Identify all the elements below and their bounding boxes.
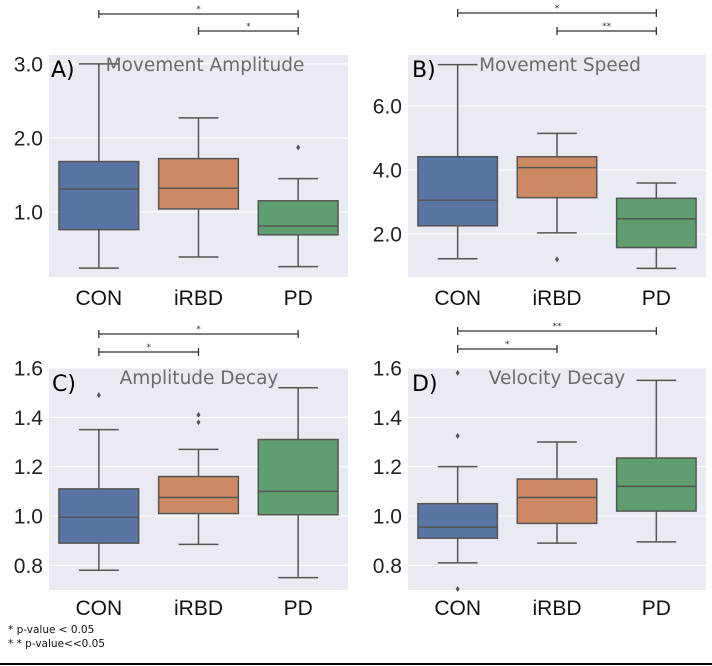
panel-c: 0.8 1.0 1.2 1.4 1.6 CON iRBD PD C) Amplitude Deca… (14, 325, 348, 620)
box-irbd (516, 441, 598, 544)
panel-title: Movement Speed (479, 55, 641, 76)
y-tick-label: 1.0 (14, 201, 43, 224)
significance-stars: ** (602, 22, 612, 32)
box-pd (257, 386, 339, 579)
y-tick-label: 1.4 (373, 407, 403, 430)
box-con (58, 392, 140, 572)
significance-stars: * (246, 22, 251, 32)
outlier-point (455, 432, 460, 439)
panel-label: C) (52, 372, 76, 397)
iqr-box (417, 502, 499, 539)
box-irbd (157, 117, 240, 258)
bottom-rule (0, 663, 712, 665)
iqr-box (58, 160, 140, 231)
outlier-point (555, 256, 559, 263)
significance-bracket: * (197, 22, 299, 35)
x-tick-label: PD (642, 287, 671, 310)
y-tick-label: 2.0 (14, 127, 43, 150)
panel-label: A) (51, 58, 75, 83)
panel-title: Amplitude Decay (120, 368, 279, 389)
outlier-point (96, 392, 101, 399)
significance-bracket: ** (556, 22, 657, 35)
significance-bracket: * (98, 343, 200, 356)
box-irbd (157, 411, 240, 546)
significance-stars: * (505, 340, 510, 350)
y-tick-label: 1.6 (14, 358, 43, 381)
box-pd (257, 144, 339, 268)
x-tick-label: PD (642, 597, 671, 620)
y-tick-label: 1.2 (14, 456, 43, 479)
y-tick-label: 1.0 (14, 506, 43, 529)
footnote-double-star: * * p-value<<0.05 (8, 638, 106, 650)
significance-stars: * (196, 5, 201, 15)
iqr-box (257, 200, 339, 236)
y-tick-label: 1.6 (373, 358, 402, 381)
x-tick-label: iRBD (174, 597, 223, 620)
iqr-box (615, 457, 697, 512)
box-irbd (516, 132, 598, 263)
significance-bracket: * (98, 5, 299, 18)
y-tick-label: 1.2 (373, 456, 402, 479)
significance-bracket: ** (457, 322, 657, 335)
y-tick-label: 4.0 (373, 160, 402, 183)
panel-title: Velocity Decay (489, 368, 626, 389)
significance-bracket: * (457, 340, 558, 353)
panel-label: B) (412, 58, 436, 83)
significance-bracket: * (457, 4, 657, 17)
box-con (58, 63, 140, 269)
panel-title: Movement Amplitude (106, 55, 305, 76)
x-tick-label: CON (434, 597, 481, 620)
x-tick-label: CON (75, 597, 122, 620)
significance-stars: ** (553, 322, 563, 332)
box-pd (615, 182, 697, 270)
box-con (417, 63, 499, 260)
y-tick-label: 1.0 (373, 506, 402, 529)
y-tick-label: 0.8 (14, 555, 43, 578)
x-tick-label: iRBD (532, 597, 581, 620)
iqr-box (516, 155, 598, 199)
outlier-point (196, 419, 201, 426)
x-tick-label: PD (284, 597, 313, 620)
iqr-box (157, 157, 240, 210)
iqr-box (58, 488, 140, 544)
iqr-box (157, 475, 240, 515)
y-tick-label: 0.8 (373, 555, 402, 578)
outlier-point (196, 411, 201, 418)
x-tick-label: PD (284, 287, 313, 310)
x-tick-label: iRBD (174, 287, 223, 310)
significance-bracket: * (98, 325, 299, 338)
footnote-single-star: * p-value < 0.05 (8, 624, 95, 636)
box-con (417, 369, 499, 592)
iqr-box (257, 438, 339, 516)
iqr-box (417, 155, 499, 227)
outlier-point (455, 369, 460, 376)
panel-d: 0.8 1.0 1.2 1.4 1.6 CON iRBD PD D) Velocity Decay… (373, 322, 706, 620)
y-tick-label: 1.4 (14, 407, 44, 430)
significance-stars: * (196, 325, 201, 335)
x-tick-label: CON (75, 287, 122, 310)
panel-label: D) (412, 372, 438, 397)
box-pd (615, 379, 697, 543)
iqr-box (516, 478, 598, 525)
x-tick-label: CON (434, 287, 481, 310)
y-tick-label: 2.0 (373, 224, 402, 247)
panel-a: 1.0 2.0 3.0 CON iRBD PD A) Movement Amplitude * * (14, 5, 348, 310)
outlier-point (455, 586, 460, 592)
iqr-box (615, 197, 697, 249)
y-tick-label: 6.0 (373, 96, 402, 119)
significance-stars: * (555, 4, 560, 14)
y-tick-label: 3.0 (14, 53, 43, 76)
significance-stars: * (146, 343, 151, 353)
x-tick-label: iRBD (532, 287, 581, 310)
outlier-point (296, 144, 301, 151)
